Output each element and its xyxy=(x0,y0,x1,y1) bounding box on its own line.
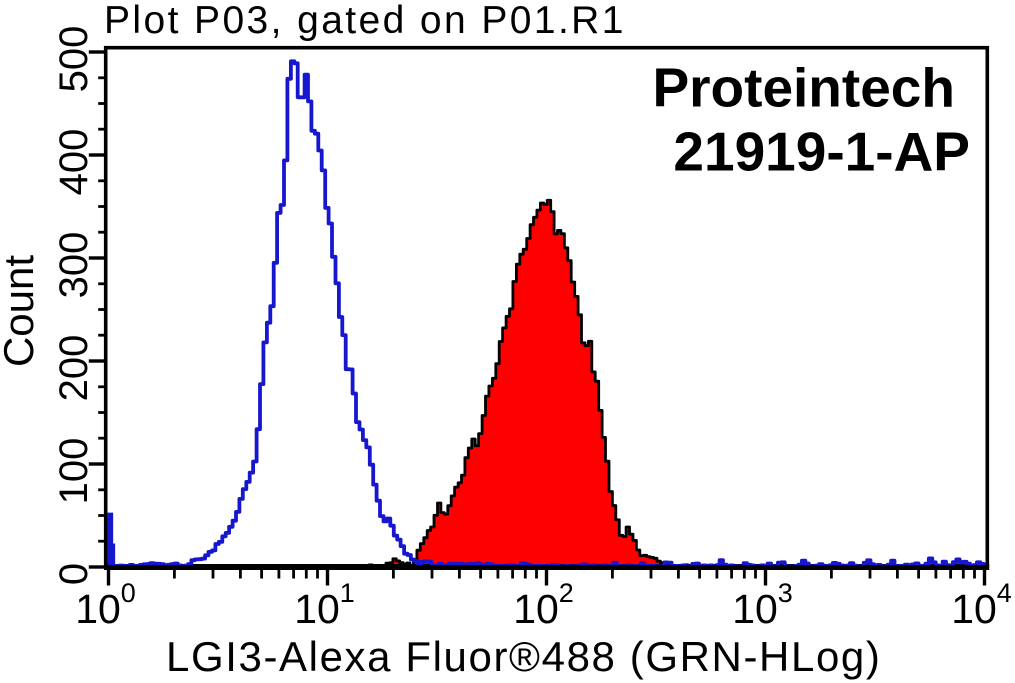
svg-text:0: 0 xyxy=(52,563,96,585)
svg-text:21919-1-AP: 21919-1-AP xyxy=(673,121,970,183)
svg-text:Count: Count xyxy=(0,255,42,367)
svg-text:400: 400 xyxy=(52,129,96,196)
svg-text:10: 10 xyxy=(951,586,997,632)
svg-text:10: 10 xyxy=(513,586,559,632)
svg-text:500: 500 xyxy=(52,26,96,93)
svg-text:4: 4 xyxy=(997,578,1012,608)
svg-text:1: 1 xyxy=(340,578,355,608)
svg-text:10: 10 xyxy=(75,586,121,632)
svg-text:10: 10 xyxy=(732,586,778,632)
svg-text:200: 200 xyxy=(52,335,96,402)
svg-text:Proteintech: Proteintech xyxy=(652,57,955,119)
svg-text:3: 3 xyxy=(778,578,793,608)
svg-text:100: 100 xyxy=(52,438,96,505)
svg-text:LGI3-Alexa Fluor®488 (GRN-HLog: LGI3-Alexa Fluor®488 (GRN-HLog) xyxy=(166,633,881,680)
svg-text:2: 2 xyxy=(559,578,574,608)
svg-text:300: 300 xyxy=(52,232,96,299)
svg-text:Plot P03, gated on P01.R1: Plot P03, gated on P01.R1 xyxy=(104,0,626,42)
svg-text:10: 10 xyxy=(294,586,340,632)
svg-text:0: 0 xyxy=(121,578,136,608)
